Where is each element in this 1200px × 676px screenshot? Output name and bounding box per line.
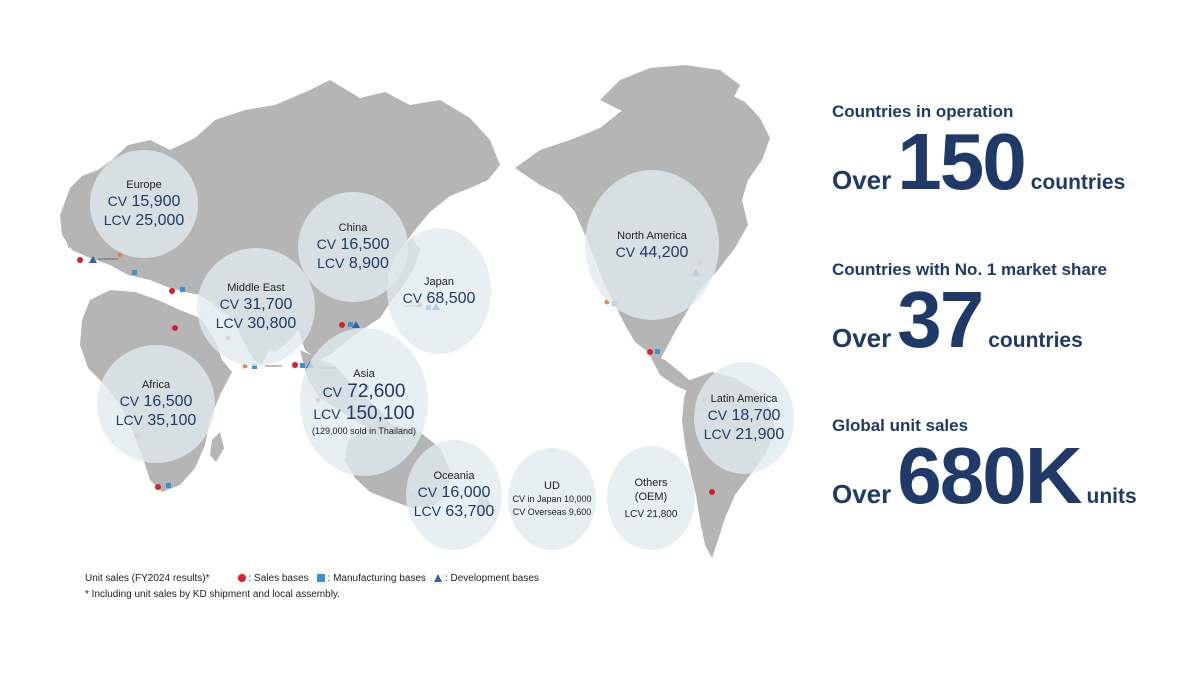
sales-base-icon	[237, 574, 246, 582]
stat-prefix: Over	[832, 323, 892, 353]
region-cv-line: CV 16,000	[417, 484, 491, 501]
stat-number: 150	[897, 117, 1026, 206]
stat-countries-operation: Countries in operation Over 150 countrie…	[832, 102, 1192, 202]
stat-value-row: Over 37 countries	[832, 280, 1192, 360]
sales-base-markers	[77, 257, 715, 495]
stat-label: Countries with No. 1 market share	[832, 260, 1107, 279]
stat-prefix: Over	[832, 165, 892, 195]
region-lcv-line: LCV 150,100	[313, 403, 415, 424]
region-africa: Africa CV 16,500 LCV 35,100	[97, 345, 215, 463]
ud-japan-line: CV in Japan 10,000	[512, 494, 592, 504]
region-name: Oceania	[433, 470, 475, 482]
thailand-note: (129,000 sold in Thailand)	[312, 426, 416, 436]
region-japan: Japan CV 68,500	[387, 228, 491, 354]
legend-development: : Development bases	[444, 572, 539, 584]
others-lcv-line: LCV 21,800	[624, 508, 678, 520]
region-europe: Europe CV 15,900 LCV 25,000	[90, 150, 198, 258]
region-lcv-line: LCV 30,800	[215, 315, 297, 332]
region-cv-line: CV 31,700	[219, 296, 293, 313]
ud-bubble: UD CV in Japan 10,000 CV Overseas 9,600	[508, 448, 596, 550]
region-cv-line: CV 44,200	[615, 243, 689, 261]
region-lcv-line: LCV 25,000	[103, 212, 185, 229]
stat-market-share: Countries with No. 1 market share Over 3…	[832, 260, 1192, 360]
stat-value-row: Over 680K units	[832, 436, 1192, 516]
stat-global-sales: Global unit sales Over 680K units	[832, 416, 1192, 516]
stat-suffix: countries	[988, 329, 1083, 352]
region-lcv-line: LCV 21,900	[703, 426, 785, 443]
region-name: Europe	[126, 179, 162, 191]
region-name: China	[338, 222, 368, 234]
region-name: Middle East	[227, 282, 285, 294]
region-lcv-line: LCV 35,100	[115, 412, 197, 429]
stat-label: Countries in operation	[832, 102, 1014, 121]
region-lcv-line: LCV 8,900	[317, 255, 389, 272]
others-oem: (OEM)	[634, 490, 668, 503]
stat-label: Global unit sales	[832, 416, 969, 435]
others-bubble: Others (OEM) LCV 21,800	[607, 446, 695, 550]
legend: Unit sales (FY2024 results)* : Sales bas…	[85, 570, 539, 602]
legend-manufacturing: : Manufacturing bases	[327, 572, 426, 584]
ud-name: UD	[544, 480, 560, 492]
legend-footnote: * Including unit sales by KD shipment an…	[85, 588, 340, 600]
stat-value-row: Over 150 countries	[832, 122, 1192, 202]
region-name: Japan	[424, 275, 454, 288]
region-north-america: North America CV 44,200	[585, 170, 719, 320]
region-cv-line: CV 16,500	[316, 236, 390, 253]
region-cv-line: CV 68,500	[402, 289, 476, 307]
madagascar-landmass	[210, 432, 224, 462]
legend-row: Unit sales (FY2024 results)* : Sales bas…	[85, 570, 539, 586]
uk-landmass	[65, 222, 80, 248]
region-lcv-line: LCV 63,700	[413, 503, 495, 520]
region-cv-line: CV 16,500	[119, 393, 193, 410]
central-america-landmass	[648, 352, 695, 392]
region-name: Latin America	[710, 393, 778, 405]
ud-overseas-line: CV Overseas 9,600	[512, 507, 592, 517]
region-latin-america: Latin America CV 18,700 LCV 21,900	[694, 362, 794, 474]
stat-suffix: countries	[1030, 171, 1126, 194]
region-middle-east: Middle East CV 31,700 LCV 30,800	[197, 248, 315, 366]
region-name: Asia	[353, 368, 375, 380]
region-oceania: Oceania CV 16,000 LCV 63,700	[406, 440, 502, 550]
stat-number: 37	[897, 275, 984, 364]
others-name: Others	[634, 476, 668, 489]
stat-prefix: Over	[832, 479, 892, 509]
greenland-landmass	[600, 65, 740, 122]
region-name: Africa	[141, 379, 171, 391]
legend-sales: : Sales bases	[248, 572, 309, 584]
manufacturing-base-icon	[316, 574, 325, 582]
legend-unit-sales: Unit sales (FY2024 results)*	[85, 572, 210, 584]
region-cv-line: CV 72,600	[322, 381, 406, 402]
region-cv-line: CV 18,700	[707, 407, 781, 424]
region-cv-line: CV 15,900	[107, 193, 181, 210]
stat-suffix: units	[1086, 485, 1137, 508]
stat-number: 680K	[897, 431, 1082, 520]
region-name: North America	[617, 229, 687, 242]
region-asia: Asia CV 72,600 LCV 150,100 (129,000 sold…	[300, 328, 428, 476]
development-base-icon	[433, 574, 442, 582]
